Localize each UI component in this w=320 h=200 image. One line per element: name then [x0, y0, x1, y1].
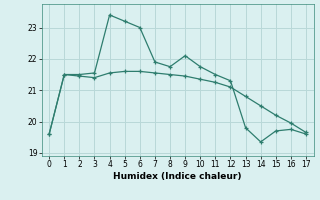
X-axis label: Humidex (Indice chaleur): Humidex (Indice chaleur)	[113, 172, 242, 181]
